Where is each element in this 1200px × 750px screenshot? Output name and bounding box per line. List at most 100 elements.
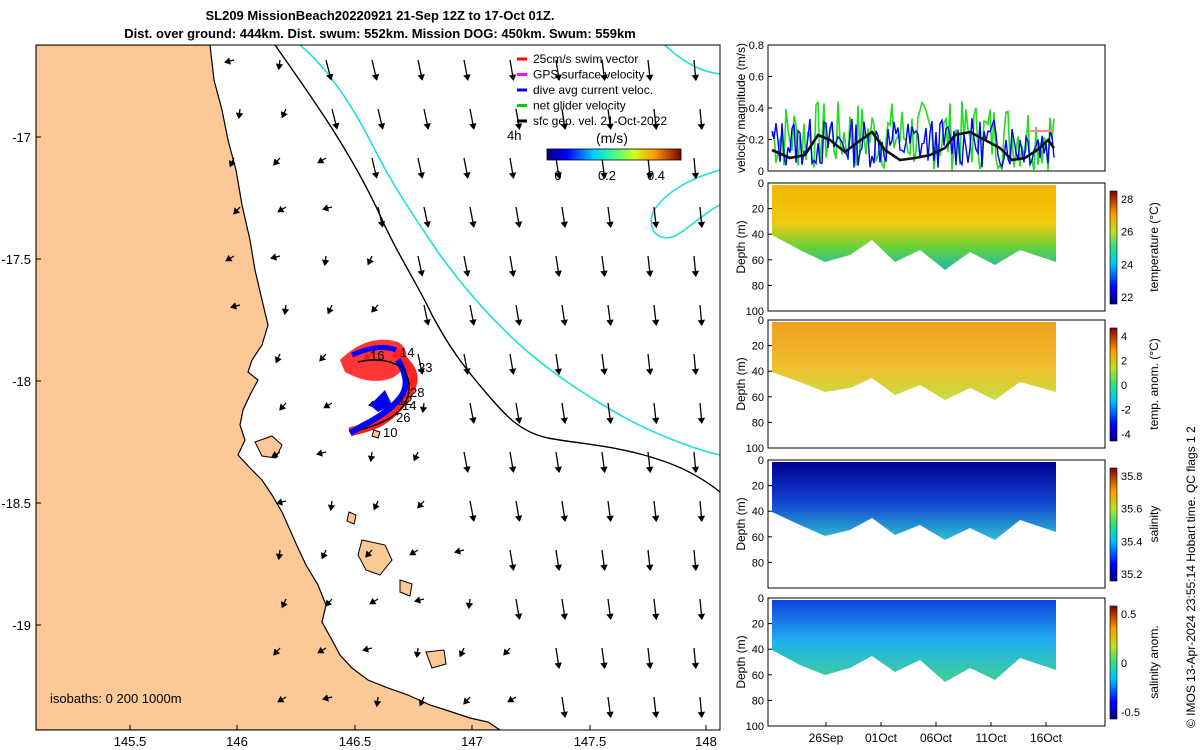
section-colorbar <box>1109 605 1118 720</box>
date-tick-label: 01Oct <box>865 731 898 745</box>
vector-head <box>606 711 614 719</box>
section-colorbar-tick: 26 <box>1121 227 1133 239</box>
vector-head <box>228 160 236 168</box>
isobath-1000m <box>299 45 720 456</box>
vector-head <box>317 156 325 164</box>
vector-head <box>697 417 706 425</box>
section-colorbar-tick: 35.4 <box>1121 536 1142 548</box>
legend-label: dive avg current veloc. <box>533 83 653 97</box>
section-colorbar-tick: 24 <box>1121 259 1133 271</box>
vector-head <box>275 553 284 561</box>
vector-head <box>417 269 425 277</box>
vector-head <box>560 417 568 425</box>
date-axis-ticks: 26Sep 01Oct 06Oct 11Oct 16Oct <box>809 722 1063 745</box>
vector-head <box>514 319 523 326</box>
vector-head <box>469 221 477 228</box>
track-day-label: 12 <box>398 393 412 408</box>
vector-head <box>600 270 608 278</box>
section-ytick-label: 0 <box>758 315 764 327</box>
vector-head <box>369 597 377 605</box>
vector-head <box>279 403 287 411</box>
section-ytick-label: 80 <box>752 695 764 707</box>
section-ytick-label: 80 <box>752 417 764 429</box>
vector-head <box>600 74 608 82</box>
track-day-label: 16 <box>370 348 384 363</box>
section-ylabel: Depth (m) <box>734 220 748 273</box>
vector-head <box>697 515 706 523</box>
vector-head <box>365 550 373 558</box>
legend-label: GPS surface velocity <box>533 68 644 82</box>
vector-head <box>691 662 700 670</box>
vector-head <box>321 259 330 267</box>
vector-head <box>276 498 283 506</box>
vector-head <box>371 73 380 81</box>
vector-head <box>651 417 660 425</box>
track-day-label: 23 <box>418 360 432 375</box>
legend-label: sfc geo. vel. 21-Oct-2022 <box>533 114 667 128</box>
speed-colorbar-ticks: 0 0.2 0.4 <box>554 168 665 183</box>
section-ylabel: Depth (m) <box>734 357 748 410</box>
section-colorbar-tick: 22 <box>1121 292 1133 304</box>
vector-head <box>281 308 290 316</box>
vector-head <box>554 368 562 376</box>
credit-text: © IMOS 13-Apr-2024 23:55:14 Hobart time.… <box>1184 426 1198 728</box>
vector-head <box>697 123 706 131</box>
vector-head <box>697 319 706 327</box>
section-colorbar-label: salinity <box>1147 506 1161 543</box>
vector-head <box>463 466 471 473</box>
legend-label: net glider velocity <box>533 99 626 113</box>
vector-head <box>514 417 523 424</box>
section-colorbar-tick: -0.5 <box>1121 707 1140 719</box>
vector-head <box>554 466 562 474</box>
vector-head <box>224 57 231 65</box>
section-ytick-label: 80 <box>752 280 764 292</box>
vector-head <box>606 123 614 131</box>
vector-head <box>417 73 425 81</box>
vector-head <box>275 63 284 71</box>
vector-head <box>469 319 477 326</box>
vector-head <box>465 602 474 610</box>
vector-head <box>373 700 382 708</box>
vector-head <box>469 515 477 522</box>
vector-head <box>514 123 523 130</box>
vel-ytick-label: 0.8 <box>749 40 764 52</box>
vector-head <box>417 171 425 179</box>
section-ytick-label: 100 <box>746 306 764 318</box>
isobath-1000m-ne <box>664 45 720 75</box>
lat-tick-label: -17 <box>12 130 31 145</box>
vel-ytick-label: 0 <box>758 166 764 178</box>
vel-ytick-label: 0.4 <box>749 103 764 115</box>
islands <box>254 429 447 669</box>
section-ytick-label: 80 <box>752 557 764 569</box>
vector-head <box>600 368 608 376</box>
section-salinity_anom: Depth (m) 0 20 40 60 80 100 0.5 0 -0.5 salinity an… <box>734 593 1161 733</box>
lat-tick-label: -18.5 <box>1 496 31 511</box>
section-data-fill <box>772 322 1056 400</box>
vector-head <box>372 503 380 511</box>
vector-head <box>606 515 614 523</box>
vector-head <box>319 354 327 362</box>
map-frame <box>35 44 721 731</box>
section-ytick-label: 100 <box>746 721 764 733</box>
section-ytick-label: 40 <box>752 644 764 656</box>
vector-head <box>560 515 568 523</box>
vector-head <box>503 648 511 656</box>
vector-head <box>606 613 614 621</box>
vector-head <box>697 711 706 719</box>
vector-head <box>419 406 428 414</box>
velocity-yticks: 0 0.2 0.4 0.6 0.8 <box>749 40 772 178</box>
vector-head <box>463 368 471 375</box>
section-salinity: Depth (m) 0 20 40 60 80 35.8 35.6 35.4 35.2 salini… <box>734 455 1161 589</box>
vector-head <box>463 74 471 81</box>
vector-head <box>463 697 471 705</box>
vector-head <box>377 122 386 130</box>
vector-head <box>514 221 523 228</box>
vector-head <box>326 307 334 315</box>
vector-head <box>554 172 562 180</box>
vector-head <box>508 74 517 81</box>
vector-head <box>645 270 654 278</box>
sfc-geo-velocity-line <box>771 130 1056 162</box>
section-colorbar-tick: 35.6 <box>1121 504 1142 516</box>
section-ytick-label: 40 <box>752 229 764 241</box>
